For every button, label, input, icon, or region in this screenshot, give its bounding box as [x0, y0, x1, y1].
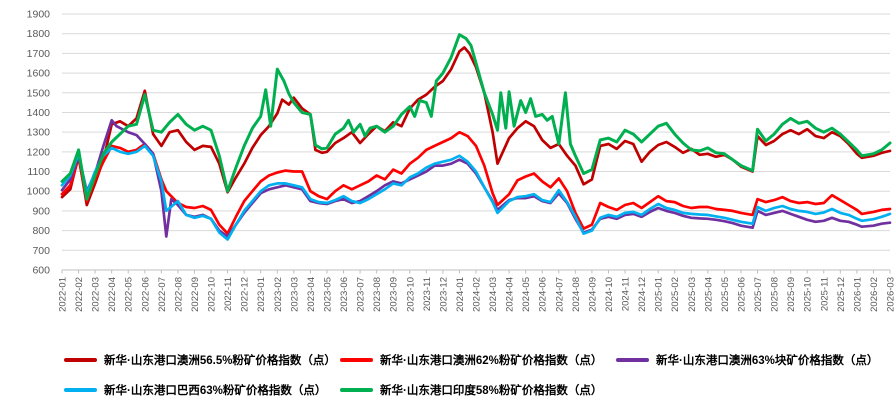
y-axis-tick-label: 1100 [27, 166, 50, 178]
x-axis-tick-label: 2023-06 [339, 277, 350, 312]
legend-line-swatch-purple [616, 358, 649, 362]
x-axis-tick-label: 2025-09 [786, 277, 797, 312]
legend-label: 新华·山东港口澳洲56.5%粉矿价格指数（点） [104, 355, 336, 367]
y-axis-tick-label: 800 [32, 225, 50, 237]
x-axis-tick-label: 2025-02 [670, 277, 681, 312]
y-axis-tick-label: 1500 [27, 87, 51, 99]
x-axis-tick-label: 2025-06 [736, 277, 747, 312]
series-line-2 [60, 118, 892, 238]
x-axis-tick-label: 2022-02 [74, 277, 85, 312]
x-axis-tick-label: 2024-01 [455, 277, 466, 312]
x-axis-tick-label: 2022-01 [58, 277, 69, 312]
x-axis-tick-label: 2023-02 [273, 277, 284, 312]
series-line-0 [60, 46, 892, 207]
x-axis-tick-label: 2025-04 [703, 277, 714, 312]
x-axis-tick-label: 2025-03 [687, 277, 698, 312]
legend-label: 新华·山东港口巴西63%粉矿价格指数（点） [104, 385, 327, 397]
x-axis-tick-label: 2025-11 [819, 277, 830, 311]
x-axis-tick-label: 2024-09 [587, 277, 598, 312]
x-axis-tick-label: 2023-09 [389, 277, 400, 312]
x-axis-tick-label: 2026-01 [852, 277, 863, 312]
legend-line-swatch-cyan [64, 388, 97, 392]
x-axis-tick-label: 2024-07 [554, 277, 565, 312]
x-axis-tick-label: 2022-09 [190, 277, 201, 312]
y-axis-tick-label: 1700 [27, 48, 51, 60]
x-axis-tick-label: 2024-08 [571, 277, 582, 312]
x-axis-tick-label: 2025-05 [720, 277, 731, 312]
x-axis-tick-label: 2024-10 [604, 277, 615, 312]
x-axis-tick-label: 2024-12 [637, 277, 648, 312]
x-axis-tick-label: 2022-04 [107, 277, 118, 312]
y-axis-tick-label: 700 [32, 245, 50, 257]
y-axis-tick-label: 1600 [27, 68, 51, 80]
x-axis-tick-label: 2022-07 [157, 277, 168, 312]
legend-label: 新华·山东港口澳洲62%粉矿价格指数（点） [380, 355, 603, 367]
x-axis-tick-label: 2025-01 [654, 277, 665, 312]
x-axis-tick-label: 2023-04 [306, 277, 317, 312]
y-axis-tick-label: 600 [32, 265, 50, 277]
x-axis-tick-label: 2023-03 [289, 277, 300, 312]
x-axis-tick-label: 2024-11 [621, 277, 632, 311]
y-axis-tick-label: 1400 [27, 107, 51, 119]
legend-line-swatch-red [340, 358, 373, 362]
x-axis-tick-label: 2025-10 [803, 277, 814, 312]
series-line-3 [60, 144, 892, 241]
x-axis-tick-label: 2022-06 [140, 277, 151, 312]
x-axis-tick-label: 2023-05 [322, 277, 333, 312]
x-axis-tick-label: 2026-02 [869, 277, 880, 312]
legend-item-au-62-fines: 新华·山东港口澳洲62%粉矿价格指数（点） [340, 352, 602, 368]
y-axis-tick-label: 1200 [27, 146, 51, 158]
y-axis-tick-label: 1900 [27, 9, 51, 21]
y-axis-tick-label: 1000 [27, 186, 51, 198]
legend-label: 新华·山东港口印度58%粉矿价格指数（点） [380, 385, 603, 397]
x-axis-tick-label: 2024-06 [538, 277, 549, 312]
x-axis-tick-label: 2022-05 [124, 277, 135, 312]
legend-item-in-58-fines: 新华·山东港口印度58%粉矿价格指数（点） [340, 382, 602, 398]
x-axis-tick-label: 2023-08 [372, 277, 383, 312]
legend-item-br-63-fines: 新华·山东港口巴西63%粉矿价格指数（点） [64, 382, 326, 398]
legend-line-swatch-dark-red [64, 358, 97, 362]
series-line-4 [60, 33, 892, 201]
x-axis-tick-label: 2025-07 [753, 277, 764, 312]
x-axis-tick-label: 2023-11 [422, 277, 433, 311]
chart-plot-area: 1900 1800 1700 1600 1500 1400 1300 1200 1100 1000… [27, 9, 896, 312]
x-axis-tick-label: 2026-03 [886, 277, 896, 312]
y-axis-tick-label: 900 [32, 205, 50, 217]
x-axis-tick-label: 2022-03 [91, 277, 102, 312]
legend-label: 新华·山东港口澳洲63%块矿价格指数（点） [656, 355, 879, 367]
x-axis-tick-label: 2023-12 [438, 277, 449, 312]
legend-line-swatch-green [340, 388, 373, 392]
y-axis-tick-label: 1800 [27, 28, 51, 40]
legend-item-au-63-lump: 新华·山东港口澳洲63%块矿价格指数（点） [616, 352, 878, 368]
y-axis-tick-label: 1300 [27, 127, 51, 139]
legend-item-au-565-fines: 新华·山东港口澳洲56.5%粉矿价格指数（点） [64, 352, 336, 368]
x-axis-tick-label: 2023-10 [405, 277, 416, 312]
x-axis-tick-label: 2022-12 [240, 277, 251, 312]
x-axis-tick-label: 2024-02 [472, 277, 483, 312]
x-axis-tick-label: 2024-03 [488, 277, 499, 312]
x-axis-tick-label: 2023-07 [356, 277, 367, 312]
x-axis-tick-label: 2022-10 [207, 277, 218, 312]
series-line-1 [60, 130, 892, 235]
x-axis-tick-label: 2024-04 [505, 277, 516, 312]
x-axis-tick-label: 2022-11 [223, 277, 234, 311]
chart-legend: 新华·山东港口澳洲56.5%粉矿价格指数（点） 新华·山东港口澳洲62%粉矿价格… [0, 344, 896, 414]
x-axis-tick-label: 2022-08 [173, 277, 184, 312]
x-axis-tick-label: 2025-08 [770, 277, 781, 312]
x-axis-tick-label: 2023-01 [256, 277, 267, 312]
x-axis-tick-label: 2025-12 [836, 277, 847, 312]
x-axis-tick-label: 2024-05 [521, 277, 532, 312]
